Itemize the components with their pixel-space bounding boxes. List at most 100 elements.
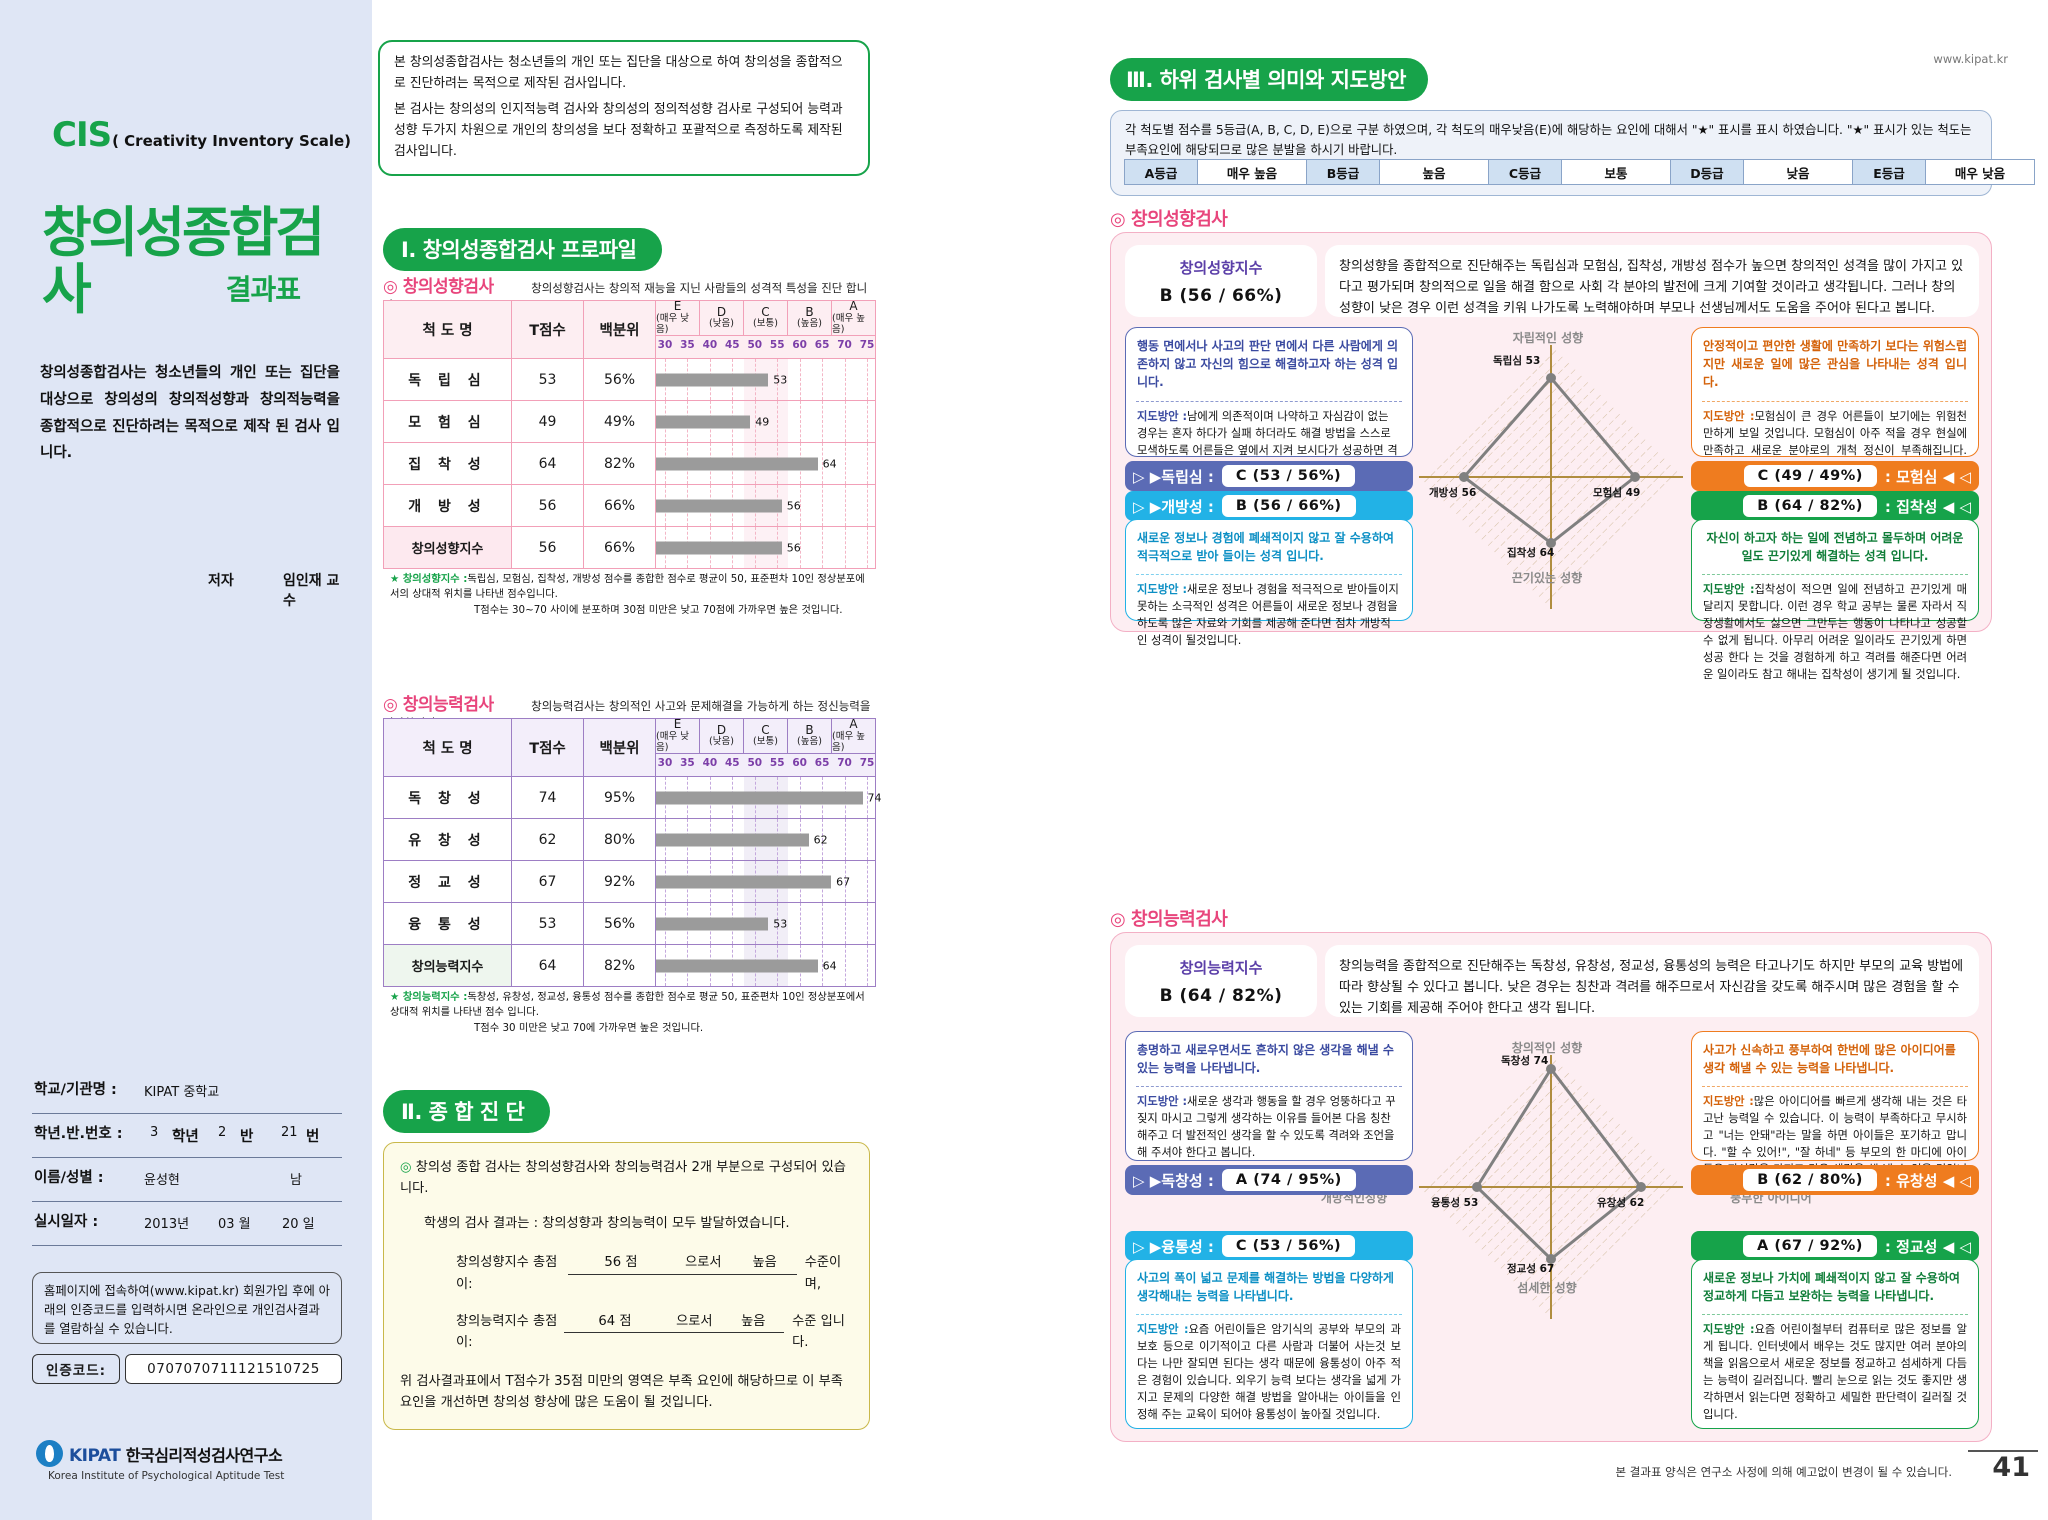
student-info: 학교/기관명 : KIPAT 중학교 학년.반.번호 : 3 학년 2 반 21…: [32, 1070, 342, 1246]
elaboration-desc: 새로운 정보나 가치에 폐쇄적이지 않고 잘 수용하여 정교하게 다듬고 보완하…: [1703, 1271, 1960, 1304]
page-title: 창의성종합검사: [42, 201, 325, 321]
band-A: A (매우 높음): [831, 717, 875, 753]
originality-tag-label: ▷ ▶독창성 :: [1133, 1171, 1214, 1190]
cis-logo: CIS ( Creativity Inventory Scale): [52, 115, 351, 155]
kipat-org-ko: 한국심리적성검사연구소: [125, 1445, 283, 1465]
row-bar-cell-0: 74: [655, 776, 882, 819]
independence-tag-value: C (53 / 56%): [1221, 465, 1356, 487]
row-bar-value-2: 64: [822, 457, 837, 470]
ability-point-label-3: 융통성 53: [1431, 1197, 1479, 1209]
elaboration-tag-value: A (67 / 92%): [1743, 1235, 1877, 1257]
row-name-3: 융 통 성: [383, 902, 512, 945]
ability-tag-flexibility[interactable]: ▷ ▶융통성 : C (53 / 56%): [1125, 1231, 1413, 1261]
col-head-pct: 백분위: [583, 718, 656, 777]
row-bar-value-2: 67: [836, 875, 851, 888]
diagnosis-ability-label: 창의능력지수 총점이:: [456, 1313, 558, 1350]
tick-70: 70: [837, 339, 852, 351]
band-B: B (높음): [787, 301, 831, 335]
row-pct-4: 66%: [583, 526, 656, 569]
tick-40: 40: [702, 339, 718, 351]
tendency-tag-adventure[interactable]: C (49 / 49%) : 모험심 ◀ ◁: [1691, 461, 1979, 491]
middle-column: 본 창의성종합검사는 청소년들의 개인 또는 집단을 대상으로 하여 창의성을 …: [378, 0, 882, 1520]
fluency-tag-label: : 유창성 ◀ ◁: [1884, 1171, 1971, 1190]
tendency-tag-persistence[interactable]: B (64 / 82%) : 집착성 ◀ ◁: [1691, 491, 1979, 521]
ability-radar-chart: 독창성 74 유창성 62 정교성 67 융통성 53: [1401, 1037, 1701, 1337]
band-E: E (매우 낮음): [656, 299, 689, 335]
row-t-2: 64: [511, 442, 584, 485]
band-D: D (낮음): [699, 719, 743, 753]
tendency-subhead-row: ◎ 창의성향검사 창의성향검사는 창의적 재능을 지닌 사람들의 성격적 특성을…: [383, 272, 878, 313]
row-t-1: 62: [511, 818, 584, 861]
row-bar-3: [656, 499, 782, 512]
tendency-point-label-0: 독립심 53: [1493, 355, 1541, 367]
comprehensive-diagnosis-box: ◎ 창의성 종합 검사는 창의성향검사와 창의능력검사 2개 부분으로 구성되어…: [383, 1142, 870, 1430]
student-date-month: 03 월: [218, 1217, 251, 1232]
row-pct-4: 82%: [583, 944, 656, 987]
band-header: E (매우 낮음) D (낮음) C (보통) B (높음) A (매우 높음): [655, 299, 876, 336]
row-pct-2: 92%: [583, 860, 656, 903]
diagnosis-tendency-label: 창의성향지수 총점이:: [456, 1255, 558, 1292]
flexibility-tag-label: ▷ ▶융통성 :: [1133, 1237, 1214, 1256]
row-pct-1: 80%: [583, 818, 656, 861]
ability-tag-fluency[interactable]: B (62 / 80%) : 유창성 ◀ ◁: [1691, 1165, 1979, 1195]
band-C: C (보통): [743, 301, 787, 335]
ability-index-card: 창의능력지수 B (64 / 82%): [1125, 945, 1317, 1017]
auth-code-label: 인증코드:: [32, 1354, 120, 1384]
row-bar-4: [656, 959, 818, 972]
tick-50: 50: [747, 757, 763, 769]
ability-footnote-text: 독창성, 유창성, 정교성, 융통성 점수를 종합한 점수로 평균 50, 표준…: [390, 991, 865, 1019]
student-grade-unit: 학년: [172, 1129, 199, 1145]
footer-disclaimer: 본 결과표 양식은 연구소 사정에 의해 예고없이 변경이 될 수 있습니다.: [1615, 1465, 1952, 1479]
kipat-abbr: KIPAT: [69, 1445, 121, 1466]
diagnosis-ability-tail: 수준 입니다.: [792, 1313, 845, 1350]
originality-desc: 총명하고 새로우면서도 흔하지 않은 생각을 해낼 수 있는 능력을 나타냅니다…: [1137, 1043, 1394, 1076]
row-bar-value-1: 62: [813, 833, 828, 846]
ability-summary: 창의능력을 종합적으로 진단해주는 독창성, 유창성, 정교성, 융통성의 능력…: [1325, 945, 1979, 1017]
ability-tag-elaboration[interactable]: A (67 / 92%) : 정교성 ◀ ◁: [1691, 1231, 1979, 1261]
student-name-label: 이름/성별 :: [34, 1170, 104, 1186]
row-bar-value-0: 74: [867, 791, 882, 804]
tendency-summary: 창의성향을 종합적으로 진단해주는 독립심과 모험심, 집착성, 개방성 점수가…: [1325, 245, 1979, 317]
row-name-3: 개 방 성: [383, 484, 512, 527]
row-pct-1: 49%: [583, 400, 656, 443]
tendency-tag-openness[interactable]: ▷ ▶개방성 : B (56 / 66%): [1125, 491, 1413, 521]
row-pct-0: 56%: [583, 358, 656, 401]
grade-legend-box: 각 척도별 점수를 5등급(A, B, C, D, E)으로 구분 하였으며, …: [1110, 110, 2035, 196]
persistence-tag-value: B (64 / 82%): [1743, 495, 1877, 517]
grade-strip: A등급 매우 높음 B등급 높음 C등급 보통 D등급 낮음 E등급 매우 낮음: [1124, 159, 2035, 185]
row-t-4: 64: [511, 944, 584, 987]
ability-point-label-2: 정교성 67: [1507, 1263, 1555, 1275]
row-name-4: 창의능력지수: [383, 944, 512, 987]
page-subtitle: 결과표: [225, 273, 301, 306]
intro-paragraph: 창의성종합검사는 청소년들의 개인 또는 집단을 대상으로 창의성의 창의적성향…: [40, 365, 340, 462]
student-school-label: 학교/기관명 :: [34, 1082, 117, 1098]
left-sidebar: CIS ( Creativity Inventory Scale) 창의성종합검…: [0, 0, 372, 1520]
adventure-tag-label: : 모험심 ◀ ◁: [1884, 467, 1971, 486]
table-row: 정 교 성 67 92% 67: [383, 860, 876, 903]
diagnosis-ability-level: 높음: [722, 1311, 785, 1333]
tendency-radar-svg: [1419, 345, 1683, 609]
independence-tag-label: ▷ ▶독립심 :: [1133, 467, 1214, 486]
student-number-unit: 번: [306, 1129, 320, 1145]
tendency-radar-chart: 독립심 53 모험심 49 집착성 64 개방성 56: [1401, 327, 1701, 627]
row-bar-2: [656, 457, 818, 470]
tendency-tag-independence[interactable]: ▷ ▶독립심 : C (53 / 56%): [1125, 461, 1413, 491]
row-name-0: 독 립 심: [383, 358, 512, 401]
grade-label-0: A등급: [1124, 159, 1198, 185]
ability-tag-originality[interactable]: ▷ ▶독창성 : A (74 / 95%): [1125, 1165, 1413, 1195]
band-A: A (매우 높음): [831, 299, 875, 335]
tick-35: 35: [680, 339, 695, 351]
ability-card-elaboration: 새로운 정보나 가치에 폐쇄적이지 않고 잘 수용하여 정교하게 다듬고 보완하…: [1691, 1259, 1979, 1429]
tendency-card-openness: 새로운 정보나 경험에 폐쇄적이지 않고 잘 수용하여 적극적으로 받아 들이는…: [1125, 519, 1413, 647]
row-name-1: 유 창 성: [383, 818, 512, 861]
row-bar-0: [656, 373, 769, 386]
col-head-t: T점수: [511, 718, 584, 777]
elaboration-tag-label: : 정교성 ◀ ◁: [1884, 1237, 1971, 1256]
tick-30: 30: [657, 757, 673, 769]
tendency-point-label-3: 개방성 56: [1429, 487, 1477, 499]
independence-desc: 행동 면에서나 사고의 판단 면에서 다른 사람에게 의존하지 않고 자신의 힘…: [1137, 339, 1399, 390]
table-row: 집 착 성 64 82% 64: [383, 442, 876, 485]
auth-code-value: 0707070711121510725: [125, 1354, 342, 1384]
table-row: 창의성향지수 56 66% 56: [383, 526, 876, 569]
